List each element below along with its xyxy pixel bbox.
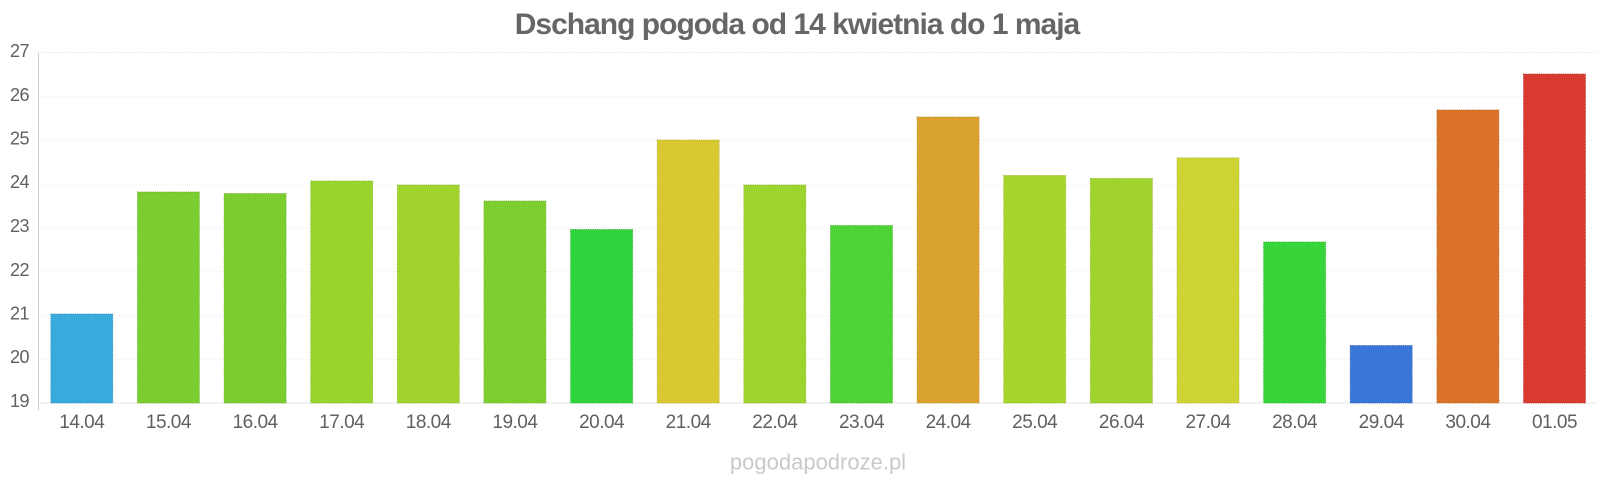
- svg-text:16.04: 16.04: [233, 412, 279, 433]
- svg-text:24: 24: [10, 172, 30, 192]
- svg-text:22.04: 22.04: [752, 412, 798, 433]
- svg-text:25.04: 25.04: [1012, 412, 1058, 433]
- svg-text:Dschang pogoda od 14 kwietnia: Dschang pogoda od 14 kwietnia do 1 maja: [515, 8, 1081, 41]
- svg-text:19.04: 19.04: [492, 412, 538, 433]
- svg-text:19: 19: [10, 391, 30, 411]
- svg-text:14.04: 14.04: [59, 412, 105, 433]
- svg-text:24.04: 24.04: [926, 412, 972, 433]
- svg-text:20: 20: [10, 347, 30, 367]
- svg-text:18.04: 18.04: [406, 412, 452, 433]
- svg-text:23.04: 23.04: [839, 412, 885, 433]
- svg-text:20.04: 20.04: [579, 412, 625, 433]
- svg-text:21.04: 21.04: [666, 412, 712, 433]
- svg-text:29.04: 29.04: [1359, 412, 1405, 433]
- svg-text:21: 21: [10, 304, 30, 324]
- svg-text:26: 26: [10, 85, 30, 105]
- svg-text:22: 22: [10, 260, 30, 280]
- svg-text:15.04: 15.04: [146, 412, 192, 433]
- svg-text:28.04: 28.04: [1272, 412, 1318, 433]
- svg-text:26.04: 26.04: [1099, 412, 1145, 433]
- svg-text:pogodapodroze.pl: pogodapodroze.pl: [730, 450, 906, 475]
- svg-text:27: 27: [10, 41, 30, 61]
- svg-text:17.04: 17.04: [319, 412, 365, 433]
- svg-text:01.05: 01.05: [1532, 412, 1577, 433]
- svg-text:25: 25: [10, 129, 30, 149]
- svg-text:27.04: 27.04: [1185, 412, 1231, 433]
- svg-text:30.04: 30.04: [1445, 412, 1491, 433]
- svg-text:23: 23: [10, 216, 30, 236]
